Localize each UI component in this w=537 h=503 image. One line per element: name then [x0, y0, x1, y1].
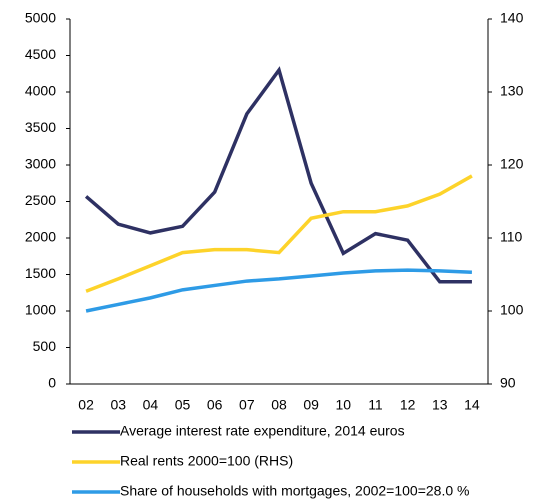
y2-tick-label: 90: [500, 375, 516, 391]
y2-tick-label: 130: [500, 83, 524, 99]
legend-label: Share of households with mortgages, 2002…: [120, 483, 469, 499]
y-tick-label: 1000: [25, 302, 56, 318]
y-tick-label: 2000: [25, 229, 56, 245]
x-tick-label: 11: [368, 397, 383, 413]
x-tick-label: 10: [336, 397, 352, 413]
series-line: [85, 174, 473, 293]
x-tick-label: 08: [271, 397, 287, 413]
legend-label: Average interest rate expenditure, 2014 …: [120, 423, 405, 439]
x-tick-label: 02: [78, 397, 94, 413]
x-tick-label: 12: [400, 397, 416, 413]
x-tick-label: 14: [464, 397, 480, 413]
x-tick-label: 06: [207, 397, 223, 413]
series-line: [84, 66, 472, 284]
y2-tick-label: 100: [500, 302, 524, 318]
series-line: [85, 268, 473, 313]
y-tick-label: 500: [33, 338, 57, 354]
x-tick-label: 13: [432, 397, 448, 413]
y-tick-label: 2500: [25, 192, 56, 208]
y-tick-label: 5000: [25, 10, 56, 26]
x-tick-label: 04: [143, 397, 159, 413]
x-tick-label: 09: [303, 397, 319, 413]
y2-tick-label: 120: [500, 156, 524, 172]
y-tick-label: 1500: [25, 265, 56, 281]
y2-tick-label: 140: [500, 10, 524, 26]
y-tick-label: 3000: [25, 156, 56, 172]
y2-tick-label: 110: [500, 229, 523, 245]
x-tick-label: 07: [239, 397, 255, 413]
y-tick-label: 4500: [25, 46, 56, 62]
y-tick-label: 0: [48, 375, 56, 391]
legend-label: Real rents 2000=100 (RHS): [120, 453, 293, 469]
y-tick-label: 4000: [25, 83, 56, 99]
x-tick-label: 03: [110, 397, 126, 413]
y-tick-label: 3500: [25, 119, 56, 135]
x-tick-label: 05: [175, 397, 191, 413]
